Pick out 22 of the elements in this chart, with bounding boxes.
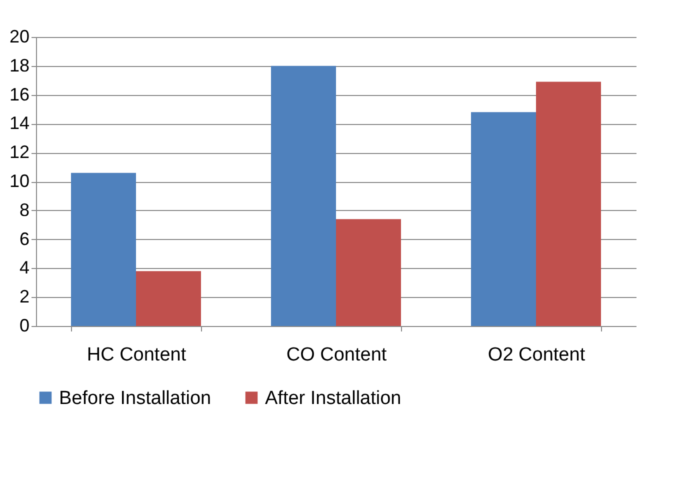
y-tick-label: 2	[19, 286, 30, 307]
x-tick-label: O2 Content	[488, 344, 586, 366]
bar	[271, 66, 336, 326]
y-tick-label: 14	[9, 113, 30, 134]
x-tick-label: CO Content	[286, 344, 388, 366]
bar	[536, 82, 601, 326]
bar	[71, 172, 136, 326]
y-tick-label: 0	[19, 316, 30, 336]
bar	[471, 112, 536, 326]
x-tick-label: HC Content	[86, 344, 187, 366]
legend-label: Before Installation	[59, 388, 212, 409]
y-tick-label: 6	[19, 228, 30, 249]
y-tick-label: 10	[9, 171, 30, 191]
legend-label: After Installation	[265, 388, 402, 409]
y-tick-label: 8	[19, 200, 30, 220]
bar	[136, 271, 201, 326]
y-tick-label: 18	[9, 55, 30, 76]
y-tick-label: 12	[9, 142, 30, 162]
y-tick-label: 20	[9, 26, 30, 46]
y-tick-label: 16	[9, 84, 30, 104]
bar	[336, 219, 401, 326]
y-tick-label: 4	[19, 258, 30, 278]
